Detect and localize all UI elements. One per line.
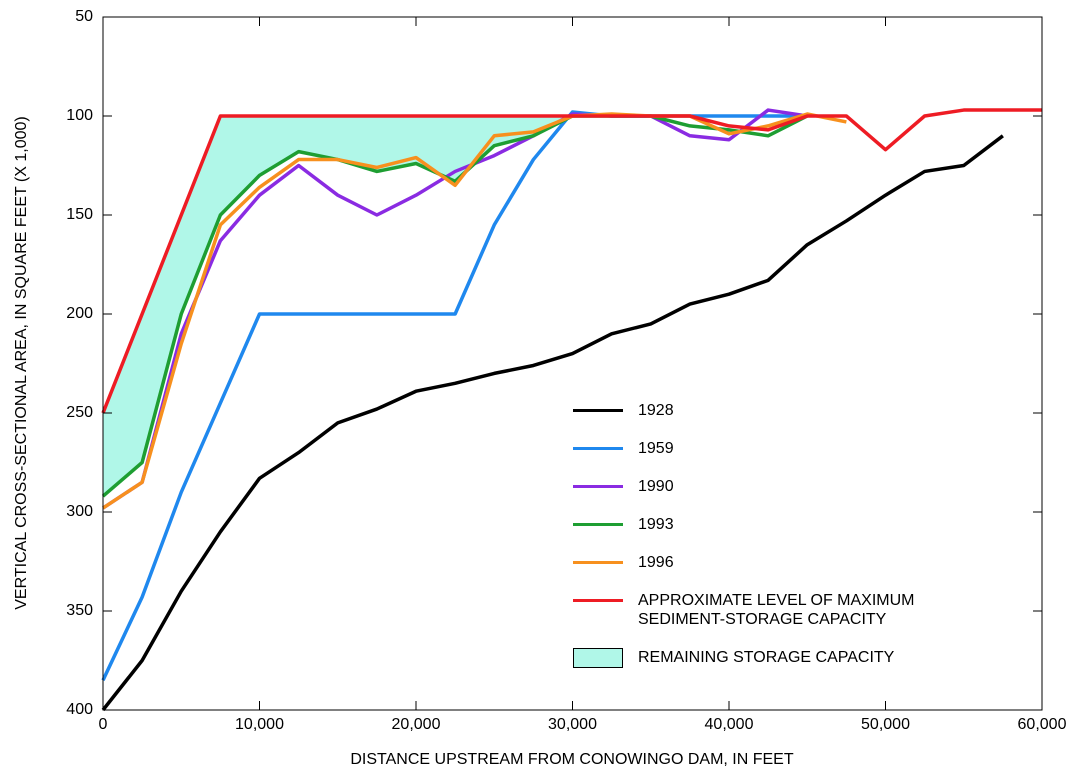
legend-swatch xyxy=(573,561,623,564)
y-tick-label: 400 xyxy=(66,701,93,718)
legend-swatch xyxy=(573,599,623,602)
x-tick-label: 10,000 xyxy=(235,716,284,733)
legend-item: APPROXIMATE LEVEL OF MAXIMUM SEDIMENT-ST… xyxy=(573,591,915,629)
legend-swatch xyxy=(573,409,623,412)
legend-item: 1928 xyxy=(573,401,915,420)
legend-swatch xyxy=(573,447,623,450)
legend-label: 1990 xyxy=(638,478,674,495)
series-line xyxy=(101,114,809,498)
legend-item: 1959 xyxy=(573,439,915,458)
y-tick-label: 200 xyxy=(66,305,93,322)
y-tick-label: 50 xyxy=(75,8,93,25)
legend-label: APPROXIMATE LEVEL OF MAXIMUM SEDIMENT-ST… xyxy=(638,592,915,628)
legend-item: 1996 xyxy=(573,553,915,572)
legend-item: REMAINING STORAGE CAPACITY xyxy=(573,648,915,668)
storage-fill xyxy=(103,116,573,497)
series-line xyxy=(102,108,808,510)
y-tick-label: 300 xyxy=(66,503,93,520)
x-tick-label: 0 xyxy=(99,716,108,733)
series-line xyxy=(102,112,847,510)
y-tick-label: 100 xyxy=(66,107,93,124)
x-tick-label: 60,000 xyxy=(1018,716,1067,733)
x-axis-label: DISTANCE UPSTREAM FROM CONOWINGO DAM, IN… xyxy=(350,751,793,768)
legend-swatch xyxy=(573,485,623,488)
legend-item: 1990 xyxy=(573,477,915,496)
legend-label: REMAINING STORAGE CAPACITY xyxy=(638,649,895,666)
y-tick-label: 350 xyxy=(66,602,93,619)
legend-label: 1996 xyxy=(638,554,674,571)
x-tick-label: 50,000 xyxy=(861,716,910,733)
x-tick-label: 40,000 xyxy=(705,716,754,733)
y-axis-label: VERTICAL CROSS-SECTIONAL AREA, IN SQUARE… xyxy=(13,116,30,609)
x-tick-label: 20,000 xyxy=(392,716,441,733)
legend-label: 1993 xyxy=(638,516,674,533)
series-line xyxy=(101,108,1042,414)
series-line xyxy=(101,134,1004,712)
legend-item: 1993 xyxy=(573,515,915,534)
x-tick-label: 30,000 xyxy=(548,716,597,733)
legend-swatch xyxy=(573,648,623,668)
y-tick-label: 250 xyxy=(66,404,93,421)
legend: 1928 1959 1990 1993 1996 APPROXIMATE LEVEL OF… xyxy=(573,401,915,687)
legend-swatch xyxy=(573,523,623,526)
legend-label: 1928 xyxy=(638,402,674,419)
y-tick-label: 150 xyxy=(66,206,93,223)
legend-label: 1959 xyxy=(638,440,674,457)
